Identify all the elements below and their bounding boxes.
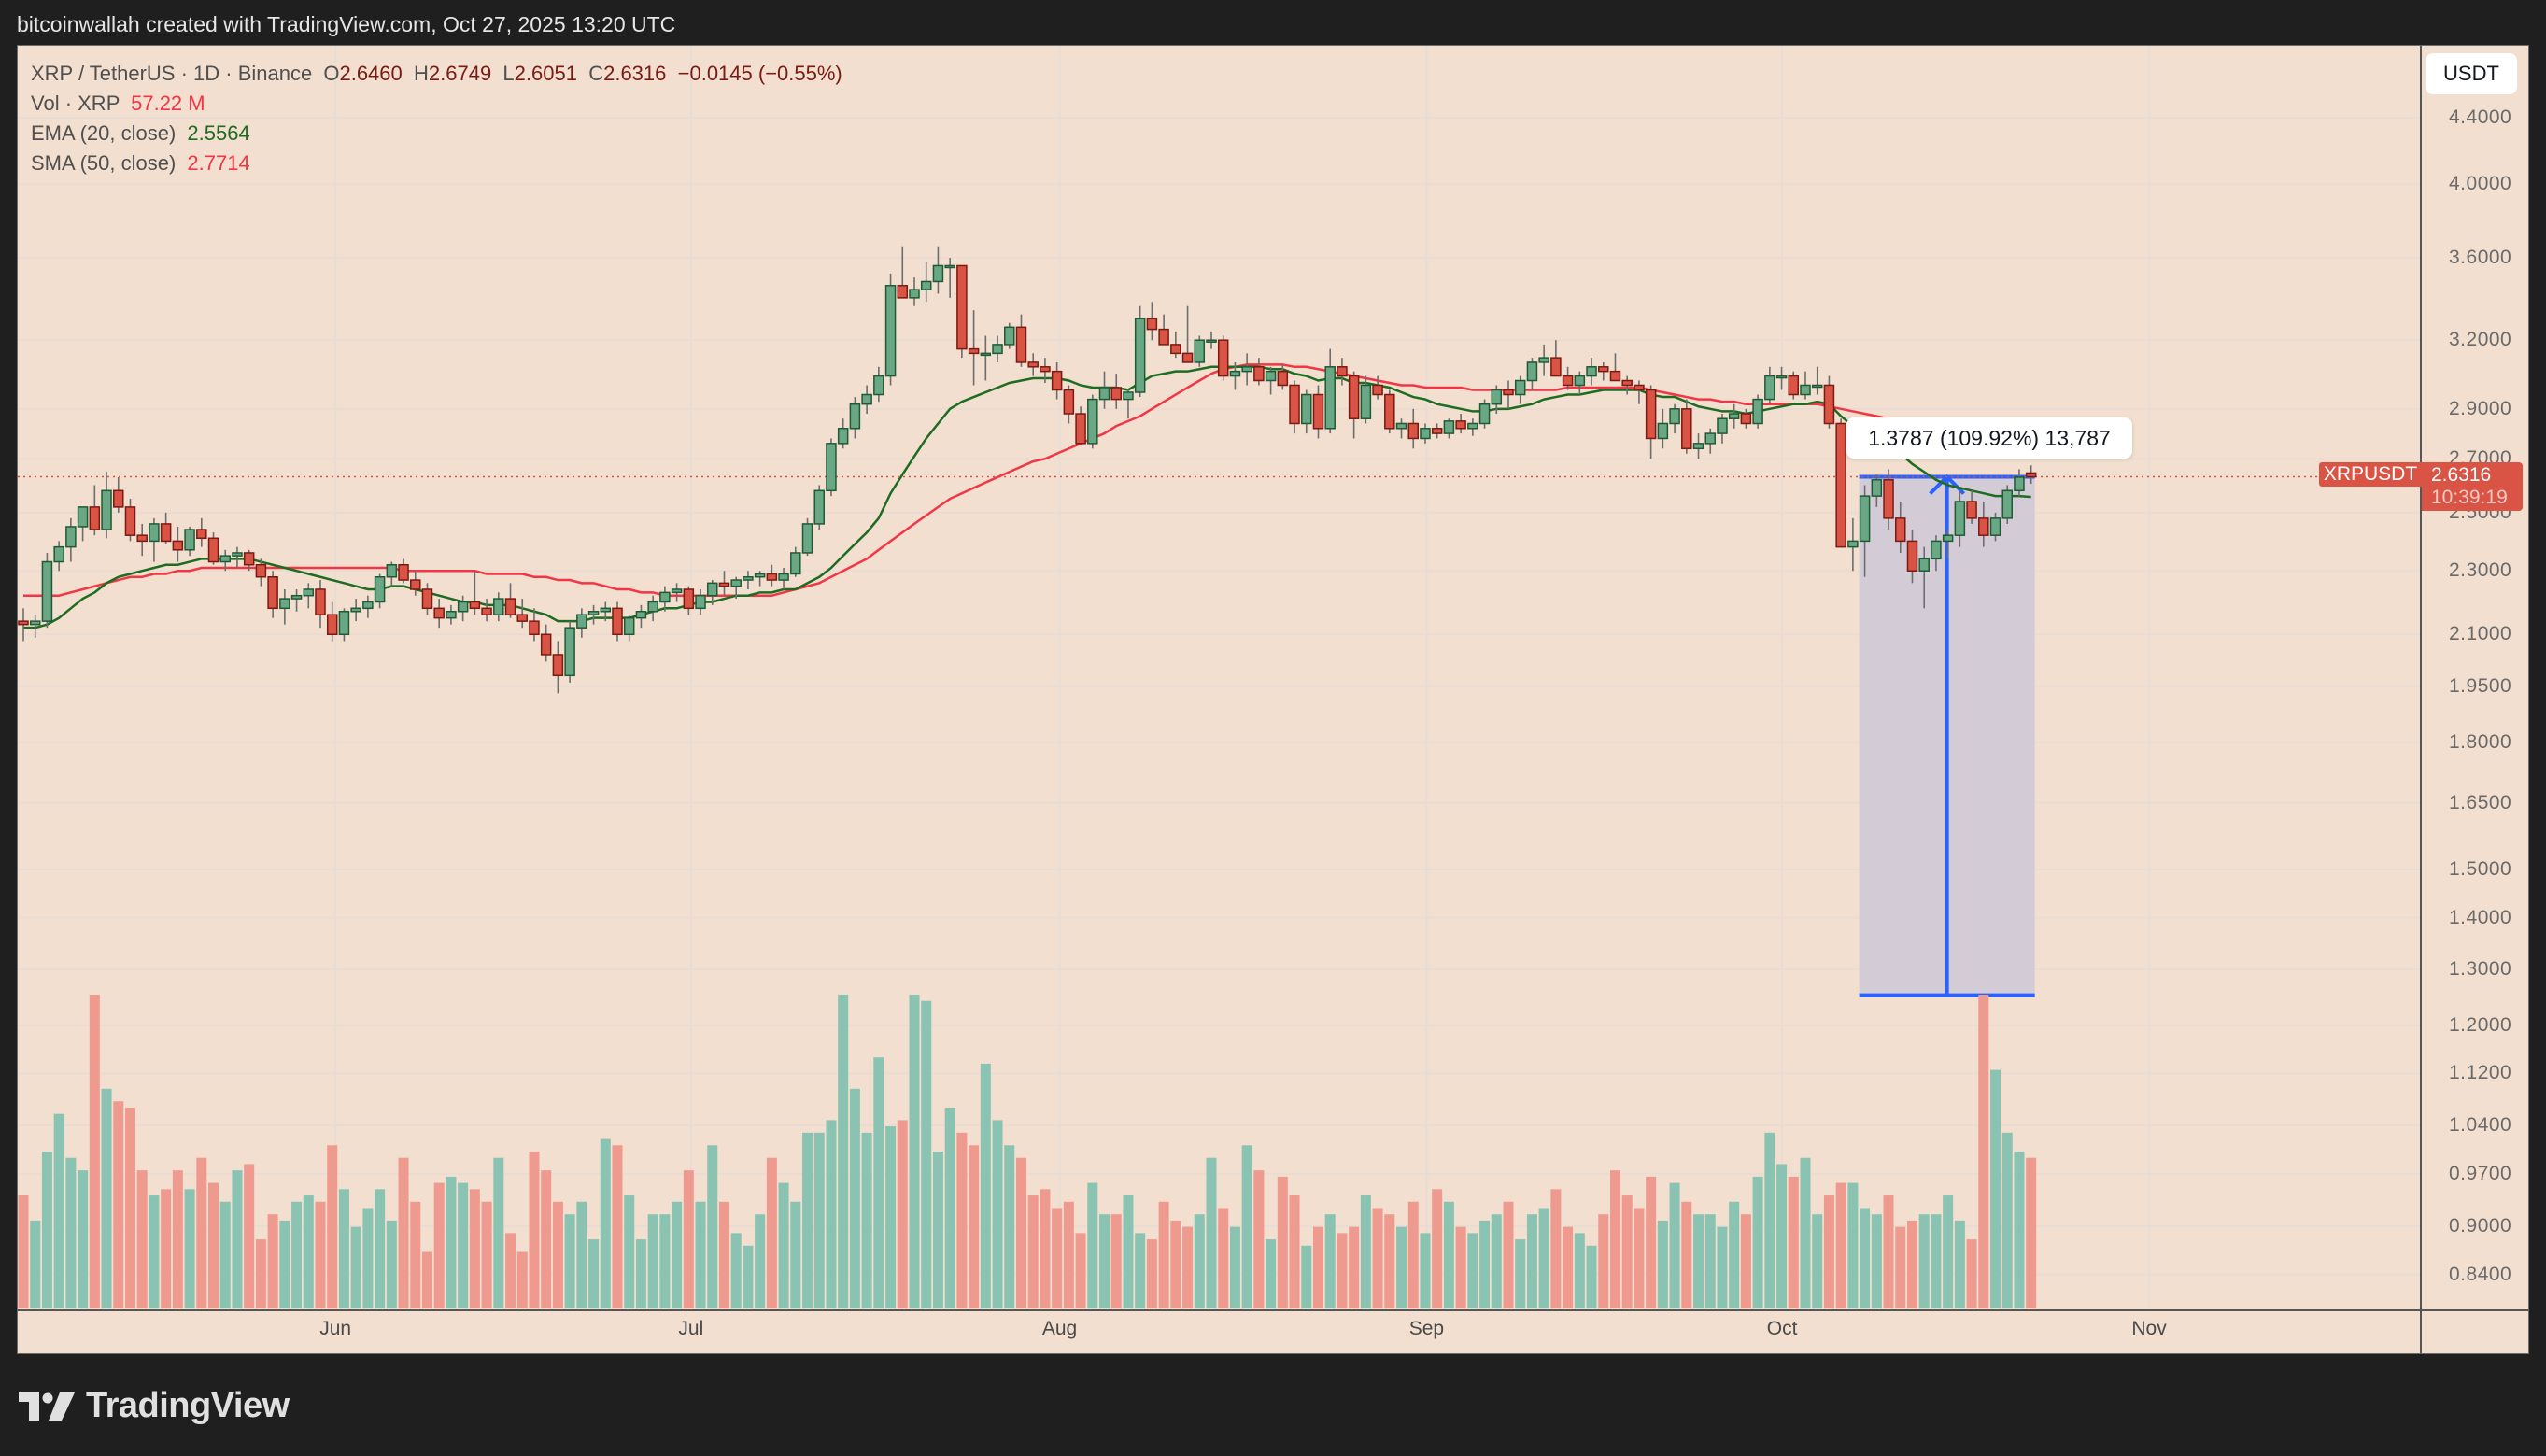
brand-name: TradingView	[86, 1386, 290, 1425]
date-tick: Oct	[1766, 1318, 1798, 1339]
chart-panel[interactable]: XRP / TetherUS · 1D · Binance O2.6460 H2…	[17, 45, 2529, 1354]
last-price-tag: 2.6316 10:39:19	[2422, 462, 2523, 511]
top-bar: bitcoinwallah created with TradingView.c…	[0, 0, 2546, 45]
price-tick: 1.6500	[2449, 791, 2512, 813]
price-tick: 1.0400	[2449, 1113, 2512, 1136]
symbol-price-tag: XRPUSDT	[2319, 462, 2422, 487]
bar-countdown: 10:39:19	[2431, 487, 2508, 508]
date-tick: Sep	[1408, 1318, 1445, 1339]
price-chart[interactable]	[18, 46, 2529, 1354]
chart-credit: bitcoinwallah created with TradingView.c…	[17, 12, 676, 36]
date-tick: Aug	[1041, 1318, 1078, 1339]
volume-value: 57.22 M	[131, 92, 205, 115]
currency-button[interactable]: USDT	[2426, 53, 2517, 94]
price-tick: 4.4000	[2449, 106, 2512, 128]
chart-legend: XRP / TetherUS · 1D · Binance O2.6460 H2…	[31, 59, 842, 178]
volume-row[interactable]: Vol · XRP 57.22 M	[31, 89, 842, 119]
high-value: 2.6749	[428, 62, 492, 85]
price-tick: 1.5000	[2449, 857, 2512, 880]
symbol-title[interactable]: XRP / TetherUS · 1D · Binance	[31, 62, 313, 85]
price-tick: 0.8400	[2449, 1263, 2512, 1285]
change-value: −0.0145 (−0.55%)	[677, 62, 842, 85]
price-tick: 2.9000	[2449, 397, 2512, 419]
low-value: 2.6051	[514, 62, 577, 85]
price-tick: 0.9000	[2449, 1215, 2512, 1237]
date-tick: Jul	[678, 1318, 704, 1339]
price-tick: 0.9700	[2449, 1163, 2512, 1185]
ema-row[interactable]: EMA (20, close) 2.5564	[31, 119, 842, 148]
ema-value: 2.5564	[187, 121, 250, 145]
symbol-row: XRP / TetherUS · 1D · Binance O2.6460 H2…	[31, 62, 842, 85]
sma-label: SMA (50, close)	[31, 151, 177, 175]
tradingview-logo[interactable]: TradingView	[19, 1386, 290, 1426]
price-tick: 4.0000	[2449, 173, 2512, 195]
ema-label: EMA (20, close)	[31, 121, 177, 145]
price-tick: 1.3000	[2449, 957, 2512, 980]
footer: TradingView	[0, 1354, 2546, 1456]
price-tick: 1.4000	[2449, 906, 2512, 928]
price-tick: 1.8000	[2449, 730, 2512, 753]
price-tick: 1.1200	[2449, 1062, 2512, 1084]
price-tick: 2.3000	[2449, 559, 2512, 582]
close-value: 2.6316	[603, 62, 667, 85]
sma-value: 2.7714	[187, 151, 250, 175]
price-tick: 2.1000	[2449, 623, 2512, 645]
date-tick: Jun	[319, 1318, 352, 1339]
price-tick: 3.2000	[2449, 329, 2512, 351]
last-price: 2.6316	[2431, 464, 2492, 486]
open-value: 2.6460	[339, 62, 403, 85]
sma-row[interactable]: SMA (50, close) 2.7714	[31, 148, 842, 178]
measure-tooltip: 1.3787 (109.92%) 13,787	[1846, 417, 2132, 459]
price-tick: 3.6000	[2449, 247, 2512, 269]
date-tick: Nov	[2131, 1318, 2167, 1339]
volume-label: Vol · XRP	[31, 92, 120, 115]
tradingview-logo-icon	[19, 1392, 75, 1421]
price-tick: 1.9500	[2449, 674, 2512, 697]
price-tick: 1.2000	[2449, 1013, 2512, 1036]
